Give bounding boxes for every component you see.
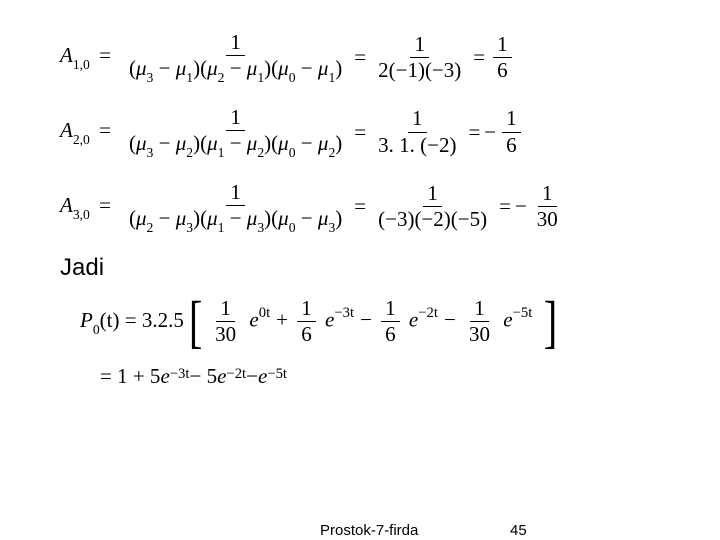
e-symbol: e: [503, 308, 512, 332]
eq1-den2: 2(−1)(−3): [374, 58, 465, 83]
p0-frac-4: 1 30: [465, 296, 494, 347]
p0-subscript: 0: [93, 322, 100, 337]
right-bracket-icon: ]: [537, 302, 559, 343]
eq1-fraction-numeric: 1 2(−1)(−3): [374, 32, 465, 83]
eq1-subscript: 1,0: [73, 57, 90, 72]
eq2-den3: 6: [502, 133, 521, 158]
eq1-num3: 1: [493, 32, 512, 58]
equals-sign: =: [350, 194, 370, 219]
equals-sign: =: [469, 45, 489, 70]
equals-sign: =: [495, 194, 515, 219]
equals-sign: =: [464, 120, 484, 145]
equation-a30: A3,0 = 1 (μ2 − μ3)(μ1 − μ3)(μ0 − μ3) = 1…: [60, 180, 680, 235]
e-symbol: e: [217, 364, 226, 389]
equation-a20: A2,0 = 1 (μ3 − μ2)(μ1 − μ2)(μ0 − μ2) = 1…: [60, 105, 680, 160]
p0-num-2: 1: [297, 296, 316, 322]
eq1-fraction-symbolic: 1 (μ3 − μ1)(μ2 − μ1)(μ0 − μ1): [125, 30, 346, 85]
p0-term-1: 1 30 e0t: [207, 296, 270, 347]
p0-symbol: P: [80, 308, 93, 332]
eq1-num1: 1: [226, 30, 245, 56]
eq1-num2: 1: [410, 32, 429, 58]
eq3-fraction-result: 1 30: [533, 181, 562, 232]
plus-sign: +: [276, 308, 293, 332]
p0-den-3: 6: [381, 322, 400, 347]
eq3-neg-sign: −: [515, 194, 529, 219]
eq3-fraction-numeric: 1 (−3)(−2)(−5): [374, 181, 491, 232]
eq2-num1: 1: [226, 105, 245, 131]
eq3-den3: 30: [533, 207, 562, 232]
eq2-den2: 3. 1. (−2): [374, 133, 460, 158]
eq3-den2: (−3)(−2)(−5): [374, 207, 491, 232]
eq2-subscript: 2,0: [73, 132, 90, 147]
eq1-fraction-result: 1 6: [493, 32, 512, 83]
eq2-lhs: A2,0 =: [60, 118, 121, 146]
p0-frac-1: 1 30: [211, 296, 240, 347]
e-symbol: e: [325, 308, 334, 332]
equation-p0-line1: P0(t) = 3.2.5 [ 1 30 e0t + 1 6 e−3t − 1 …: [80, 296, 680, 347]
p0-term-4: − 1 30 e−5t: [438, 296, 532, 347]
minus-sign: −: [444, 308, 461, 332]
p0-exp-3: −2t: [418, 305, 438, 321]
equals-sign: =: [95, 193, 115, 217]
p0-term-3: − 1 6 e−2t: [354, 296, 438, 347]
p0-frac-3: 1 6: [381, 296, 400, 347]
e-symbol: e: [249, 308, 258, 332]
p0-exp-1: 0t: [259, 305, 270, 321]
e-symbol: e: [409, 308, 418, 332]
eq3-lhs: A3,0 =: [60, 193, 121, 221]
p0-lhs: P0(t) = 3.2.5: [80, 308, 184, 336]
equals-sign: =: [350, 45, 370, 70]
eq3-den1: (μ2 − μ3)(μ1 − μ3)(μ0 − μ3): [125, 206, 346, 235]
label-jadi: Jadi: [60, 254, 680, 282]
slide-page: A1,0 = 1 (μ3 − μ1)(μ2 − μ1)(μ0 − μ1) = 1…: [0, 0, 720, 540]
p0-line2-start: = 1 + 5: [100, 364, 160, 389]
p0-line2-mid: − 5: [189, 364, 217, 389]
p0-line2-exp1: −3t: [170, 366, 190, 383]
equals-sign: =: [95, 43, 115, 67]
eq3-symbol: A: [60, 193, 73, 217]
p0-den-4: 30: [465, 322, 494, 347]
minus-sign: −: [360, 308, 377, 332]
footer-filename: Prostok-7-firda: [320, 522, 418, 539]
eq1-den3: 6: [493, 58, 512, 83]
eq2-neg-sign: −: [484, 120, 498, 145]
e-symbol: e: [258, 364, 267, 389]
eq3-fraction-symbolic: 1 (μ2 − μ3)(μ1 − μ3)(μ0 − μ3): [125, 180, 346, 235]
e-symbol: e: [160, 364, 169, 389]
equation-p0-line2: = 1 + 5e−3t − 5e−2t − e−5t: [100, 364, 680, 389]
eq3-num1: 1: [226, 180, 245, 206]
eq1-den1: (μ3 − μ1)(μ2 − μ1)(μ0 − μ1): [125, 56, 346, 85]
p0-num-3: 1: [381, 296, 400, 322]
eq3-num3: 1: [538, 181, 557, 207]
eq2-num3: 1: [502, 106, 521, 132]
eq2-den1: (μ3 − μ2)(μ1 − μ2)(μ0 − μ2): [125, 131, 346, 160]
p0-num-1: 1: [216, 296, 235, 322]
p0-exp-4: −5t: [513, 305, 533, 321]
eq2-fraction-numeric: 1 3. 1. (−2): [374, 106, 460, 157]
footer-page-number: 45: [510, 522, 527, 539]
p0-line2-mid2: −: [246, 364, 258, 389]
eq3-num2: 1: [423, 181, 442, 207]
equation-a10: A1,0 = 1 (μ3 − μ1)(μ2 − μ1)(μ0 − μ1) = 1…: [60, 30, 680, 85]
eq1-symbol: A: [60, 43, 73, 67]
p0-exp-2: −3t: [334, 305, 354, 321]
eq2-symbol: A: [60, 118, 73, 142]
eq2-fraction-result: 1 6: [502, 106, 521, 157]
p0-num-4: 1: [470, 296, 489, 322]
equals-sign: =: [350, 120, 370, 145]
eq3-subscript: 3,0: [73, 207, 90, 222]
p0-frac-2: 1 6: [297, 296, 316, 347]
p0-line2-exp3: −5t: [267, 366, 287, 383]
p0-den-2: 6: [297, 322, 316, 347]
p0-term-2: + 1 6 e−3t: [270, 296, 354, 347]
p0-line2-exp2: −2t: [226, 366, 246, 383]
equals-sign: =: [95, 118, 115, 142]
eq2-fraction-symbolic: 1 (μ3 − μ2)(μ1 − μ2)(μ0 − μ2): [125, 105, 346, 160]
p0-den-1: 30: [211, 322, 240, 347]
eq1-lhs: A1,0 =: [60, 43, 121, 71]
eq2-num2: 1: [408, 106, 427, 132]
left-bracket-icon: [: [187, 302, 203, 343]
p0-arg: (t) = 3.2.5: [100, 308, 184, 332]
